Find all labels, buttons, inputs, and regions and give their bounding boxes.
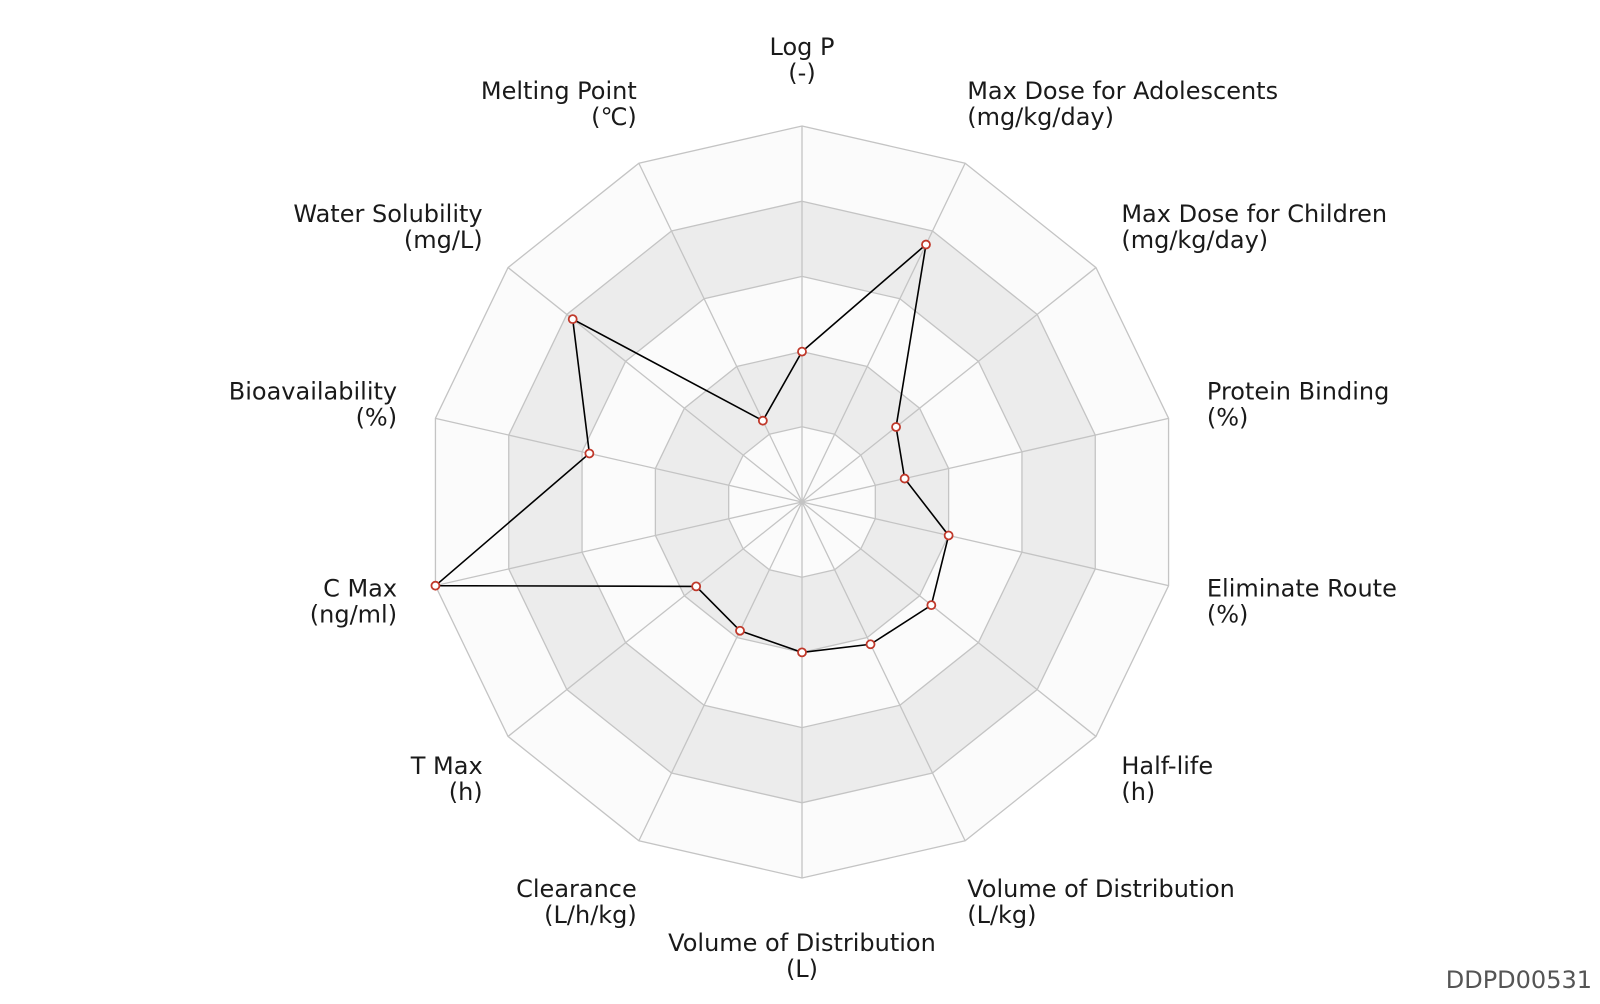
axis-label-unit: (L/kg) xyxy=(967,901,1036,929)
axis-label-unit: (mg/L) xyxy=(404,226,483,254)
radar-spoke xyxy=(801,501,1097,737)
axis-label-unit: (%) xyxy=(1207,601,1249,629)
radar-data-point xyxy=(926,600,937,611)
axis-label-unit: (℃) xyxy=(591,103,637,131)
radar-spoke xyxy=(638,501,803,842)
axis-label-unit: (L/h/kg) xyxy=(544,901,637,929)
radar-axis-label: Protein Binding(%) xyxy=(1207,377,1389,431)
radar-data-point xyxy=(865,639,876,650)
radar-spoke xyxy=(435,417,803,503)
radar-axis-label: Max Dose for Adolescents(mg/kg/day) xyxy=(967,77,1278,131)
radar-axis-label: T Max(h) xyxy=(410,752,483,806)
radar-axis-label: Log P(-) xyxy=(770,33,835,87)
radar-axis-label: Clearance(L/h/kg) xyxy=(516,875,637,929)
radar-data-point xyxy=(943,530,954,541)
radar-data-point xyxy=(735,625,745,636)
radar-spoke xyxy=(638,162,803,503)
radar-axis-label: Half-life(h) xyxy=(1121,752,1213,806)
radar-axis-label: Volume of Distribution(L/kg) xyxy=(967,875,1235,929)
radar-axis-label: Max Dose for Children(mg/kg/day) xyxy=(1121,200,1387,254)
axis-label-name: Max Dose for Children xyxy=(1121,200,1387,228)
axis-label-name: Melting Point xyxy=(481,77,637,105)
axis-label-name: Protein Binding xyxy=(1207,377,1389,405)
axis-label-name: Bioavailability xyxy=(229,377,397,405)
axis-label-name: Water Solubility xyxy=(293,200,482,228)
radar-spoke xyxy=(507,501,803,737)
axis-label-unit: (L) xyxy=(786,955,818,983)
axis-label-name: Eliminate Route xyxy=(1207,575,1397,603)
radar-data-point xyxy=(567,314,578,325)
axis-label-unit: (%) xyxy=(1207,403,1249,431)
chart-id-label: DDPD00531 xyxy=(1445,966,1592,994)
axis-label-name: C Max xyxy=(323,575,397,603)
radar-axis-label: Eliminate Route(%) xyxy=(1207,575,1397,629)
axis-label-unit: (mg/kg/day) xyxy=(1121,226,1268,254)
radar-data-point xyxy=(891,422,901,432)
axis-label-unit: (mg/kg/day) xyxy=(967,103,1114,131)
axis-label-unit: (h) xyxy=(1121,778,1155,806)
radar-axis-labels: Log P(-)Max Dose for Adolescents(mg/kg/d… xyxy=(229,33,1397,983)
radar-spoke xyxy=(801,417,1169,503)
axis-label-unit: (%) xyxy=(356,403,398,431)
axis-label-name: T Max xyxy=(410,752,483,780)
radar-axis-label: Bioavailability(%) xyxy=(229,377,397,431)
radar-axis-label: Volume of Distribution(L) xyxy=(668,929,936,983)
radar-axis-label: Melting Point(℃) xyxy=(481,77,637,131)
radar-data-point xyxy=(797,647,807,658)
radar-data-point xyxy=(757,415,768,426)
radar-spoke xyxy=(801,162,966,503)
radar-spoke xyxy=(435,501,803,587)
axis-label-name: Max Dose for Adolescents xyxy=(967,77,1278,105)
axis-label-unit: (-) xyxy=(788,59,815,87)
axis-label-name: Clearance xyxy=(516,875,637,903)
radar-spoke xyxy=(801,501,966,842)
radar-data-point xyxy=(899,473,910,484)
radar-spoke xyxy=(801,501,1169,587)
radar-data-point xyxy=(430,580,441,591)
axis-label-name: Volume of Distribution xyxy=(967,875,1235,903)
axis-label-unit: (ng/ml) xyxy=(310,601,397,629)
axis-label-unit: (h) xyxy=(449,778,483,806)
axis-label-name: Volume of Distribution xyxy=(668,929,936,957)
axis-label-name: Half-life xyxy=(1121,752,1213,780)
radar-data-point xyxy=(797,346,807,357)
axis-label-name: Log P xyxy=(770,33,835,61)
radar-axis-label: Water Solubility(mg/L) xyxy=(293,200,482,254)
radar-spoke xyxy=(507,267,803,503)
radar-series xyxy=(430,239,954,658)
radar-grid-spokes xyxy=(435,126,1169,878)
radar-data-point xyxy=(691,581,702,592)
radar-spoke xyxy=(801,267,1097,503)
radar-data-point xyxy=(921,239,931,250)
radar-data-point xyxy=(584,448,595,459)
radar-axis-label: C Max(ng/ml) xyxy=(310,575,397,629)
